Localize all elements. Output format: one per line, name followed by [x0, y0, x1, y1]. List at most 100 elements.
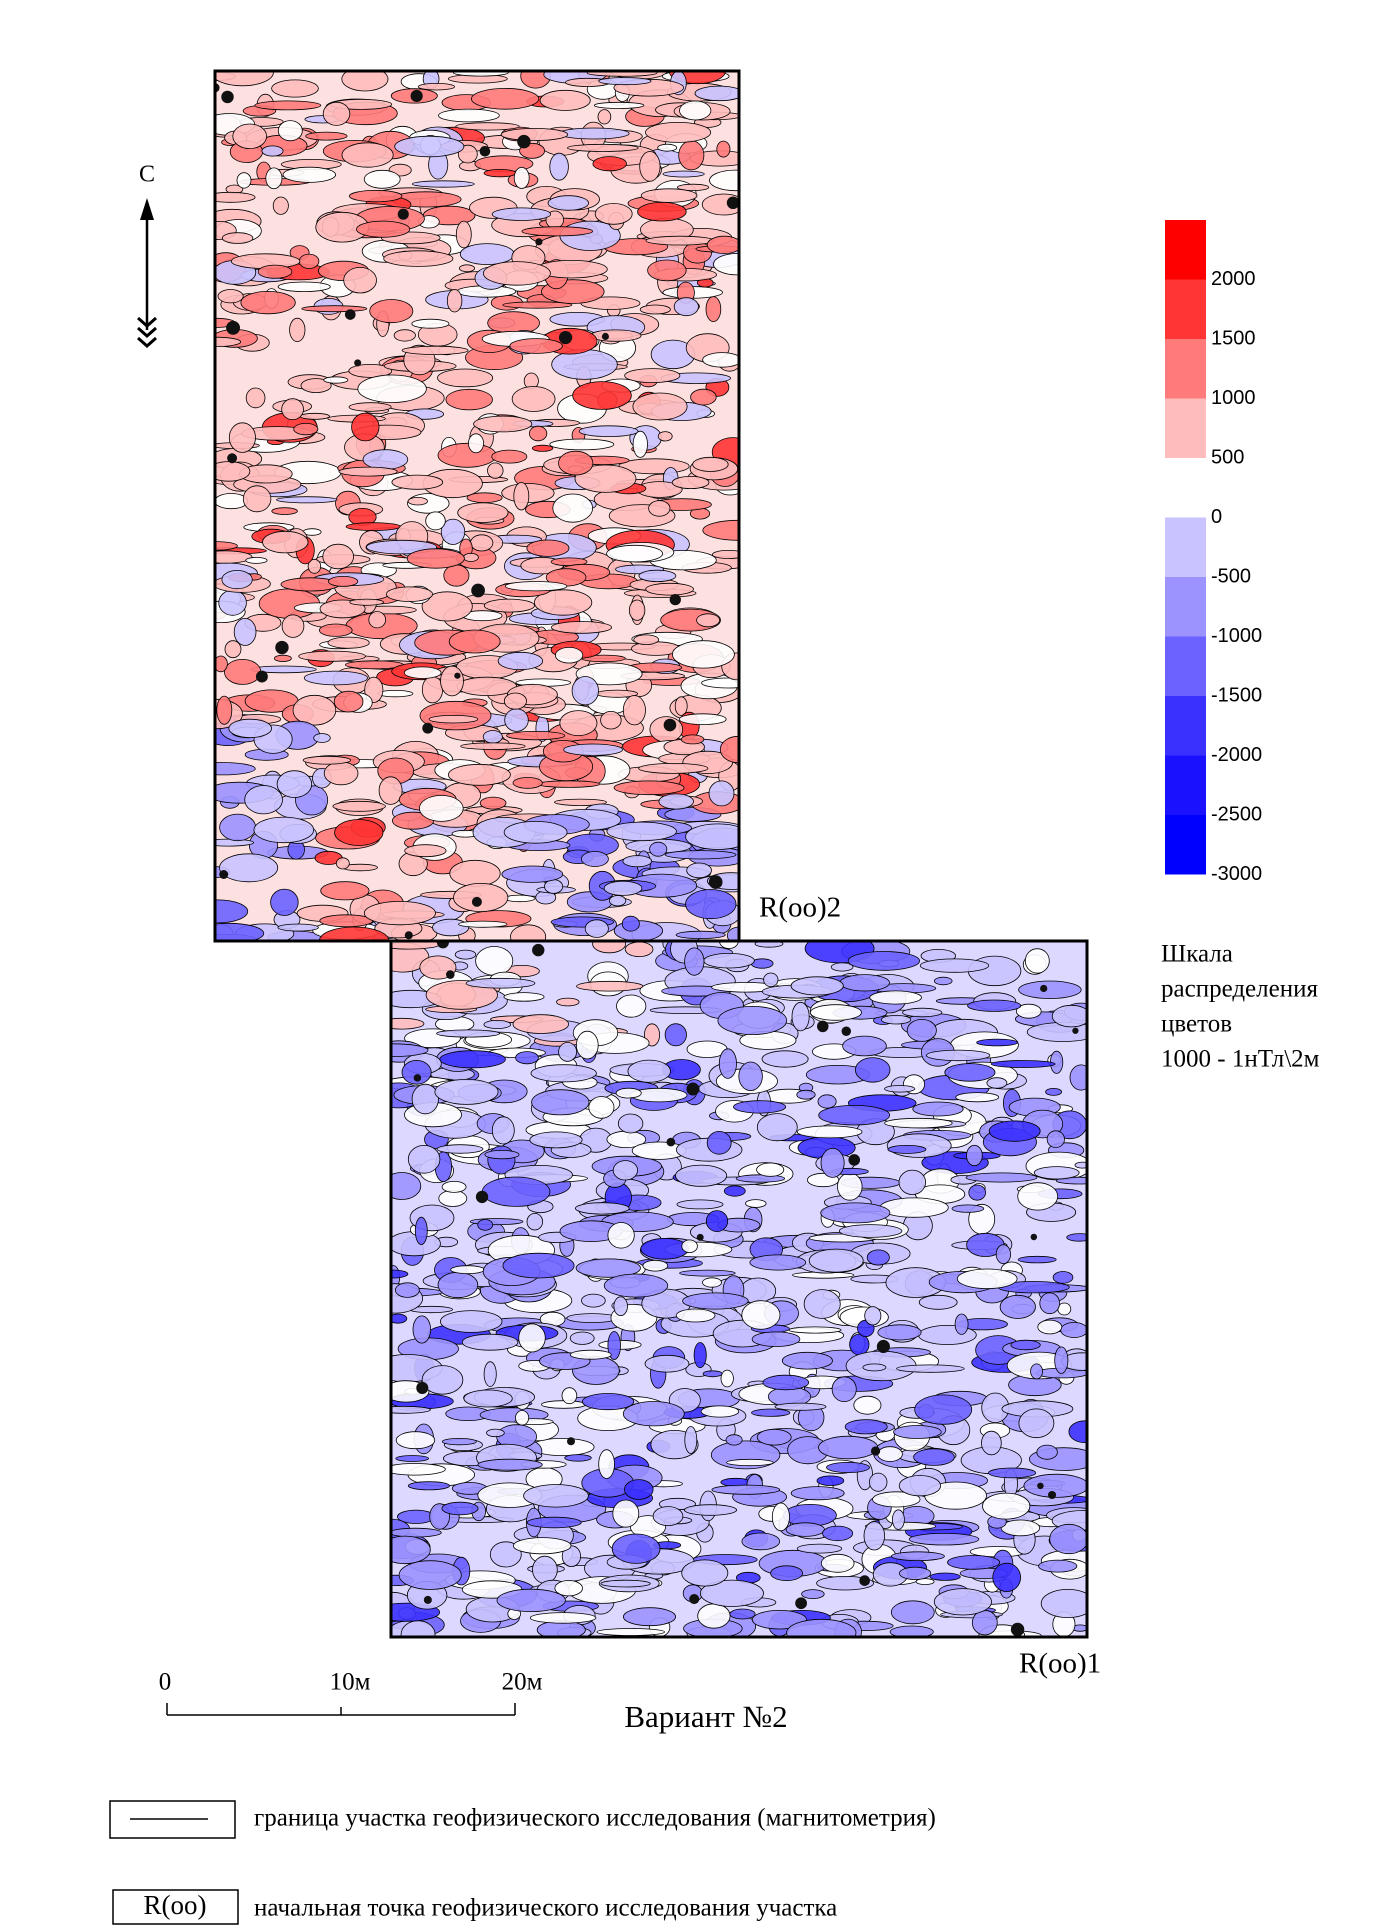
anomaly — [889, 1625, 934, 1637]
anomaly — [816, 1475, 845, 1486]
anomaly — [603, 880, 643, 896]
dipole — [1010, 1622, 1025, 1637]
anomaly — [711, 550, 739, 559]
anomaly — [729, 1608, 756, 1620]
anomaly — [966, 1144, 983, 1167]
anomaly — [612, 1160, 639, 1181]
anomaly — [607, 1331, 621, 1360]
anomaly — [270, 888, 299, 916]
dipole — [446, 970, 455, 979]
anomaly — [694, 85, 739, 102]
anomaly — [756, 1113, 798, 1142]
anomaly — [561, 1545, 582, 1567]
anomaly — [470, 534, 494, 552]
anomaly — [999, 1294, 1036, 1319]
anomaly — [531, 444, 554, 452]
anomaly — [612, 1499, 640, 1528]
anomaly — [319, 914, 374, 928]
anomaly — [706, 1131, 732, 1155]
anomaly — [348, 402, 392, 412]
legend-text: начальная точка геофизического исследова… — [254, 1895, 837, 1922]
dipole — [870, 1446, 881, 1456]
anomaly — [713, 253, 739, 276]
dipole — [1030, 1233, 1038, 1241]
anomaly — [681, 1559, 729, 1587]
anomaly — [327, 636, 370, 649]
anomaly — [738, 1061, 763, 1092]
anomaly — [219, 853, 279, 883]
anomaly — [770, 1565, 803, 1581]
color-band — [1165, 458, 1206, 518]
anomaly — [790, 976, 844, 996]
anomaly — [763, 972, 779, 988]
anomaly — [1049, 1523, 1087, 1555]
dipole — [1040, 984, 1048, 993]
anomaly — [224, 659, 262, 685]
anomaly — [863, 1521, 886, 1551]
anomaly — [673, 297, 699, 317]
anomaly — [438, 108, 500, 123]
anomaly — [864, 1306, 882, 1326]
north-arrow: С — [137, 162, 157, 349]
anomaly — [244, 785, 283, 815]
color-band — [1165, 696, 1206, 756]
anomaly — [887, 1145, 927, 1154]
anomaly — [455, 220, 472, 249]
anomaly — [1068, 1420, 1087, 1443]
anomaly — [956, 1268, 1018, 1290]
anomaly — [277, 923, 319, 932]
color-scale: 2000 1500 1000 500 0 -500 -1000 -1500 -2000 -2500… — [1165, 220, 1262, 885]
anomaly — [305, 131, 348, 141]
anomaly — [216, 695, 233, 725]
anomaly — [503, 692, 527, 710]
dipole — [669, 593, 681, 606]
anomaly — [706, 235, 739, 254]
survey-map-top — [215, 71, 739, 941]
anomaly — [890, 1600, 935, 1625]
anomaly — [421, 591, 473, 622]
anomaly — [685, 823, 739, 850]
anomaly — [483, 261, 551, 286]
anomaly — [453, 883, 509, 913]
color-scale-caption: Шкала распределения цветов 1000 - 1нТл\2м — [1161, 941, 1320, 1073]
anomaly — [221, 232, 254, 244]
dipole — [410, 89, 423, 103]
dipole — [601, 332, 609, 341]
anomaly — [486, 1428, 505, 1438]
color-band — [1165, 815, 1206, 875]
anomaly — [702, 1277, 722, 1288]
scale-value: 1000 — [1211, 387, 1256, 409]
anomaly — [446, 289, 463, 313]
anomaly — [726, 1458, 774, 1467]
anomaly — [215, 550, 253, 564]
anomaly — [240, 290, 296, 315]
anomaly — [575, 1030, 599, 1060]
anomaly — [307, 558, 322, 574]
anomaly — [299, 412, 331, 420]
anomaly — [461, 1333, 519, 1351]
dipole — [517, 134, 531, 149]
anomaly — [981, 1430, 1002, 1456]
anomaly — [547, 195, 589, 211]
anomaly — [348, 363, 393, 378]
title: Вариант №2 — [624, 1699, 787, 1734]
anomaly — [1046, 1130, 1065, 1148]
anomaly — [341, 142, 394, 168]
anomaly — [893, 1425, 942, 1439]
dipole — [566, 1437, 576, 1446]
dipole — [532, 943, 545, 957]
anomaly — [563, 743, 623, 756]
dipole — [416, 1381, 429, 1394]
anomaly — [1040, 1589, 1087, 1618]
anomaly — [518, 1323, 546, 1353]
anomaly — [554, 798, 607, 806]
anomaly — [1069, 1064, 1087, 1091]
anomaly — [702, 1370, 723, 1378]
anomaly — [509, 338, 563, 354]
dipole — [471, 583, 485, 598]
anomaly — [1066, 1233, 1087, 1242]
anomaly — [467, 433, 484, 454]
anomaly — [215, 762, 256, 776]
anomaly — [581, 851, 609, 867]
